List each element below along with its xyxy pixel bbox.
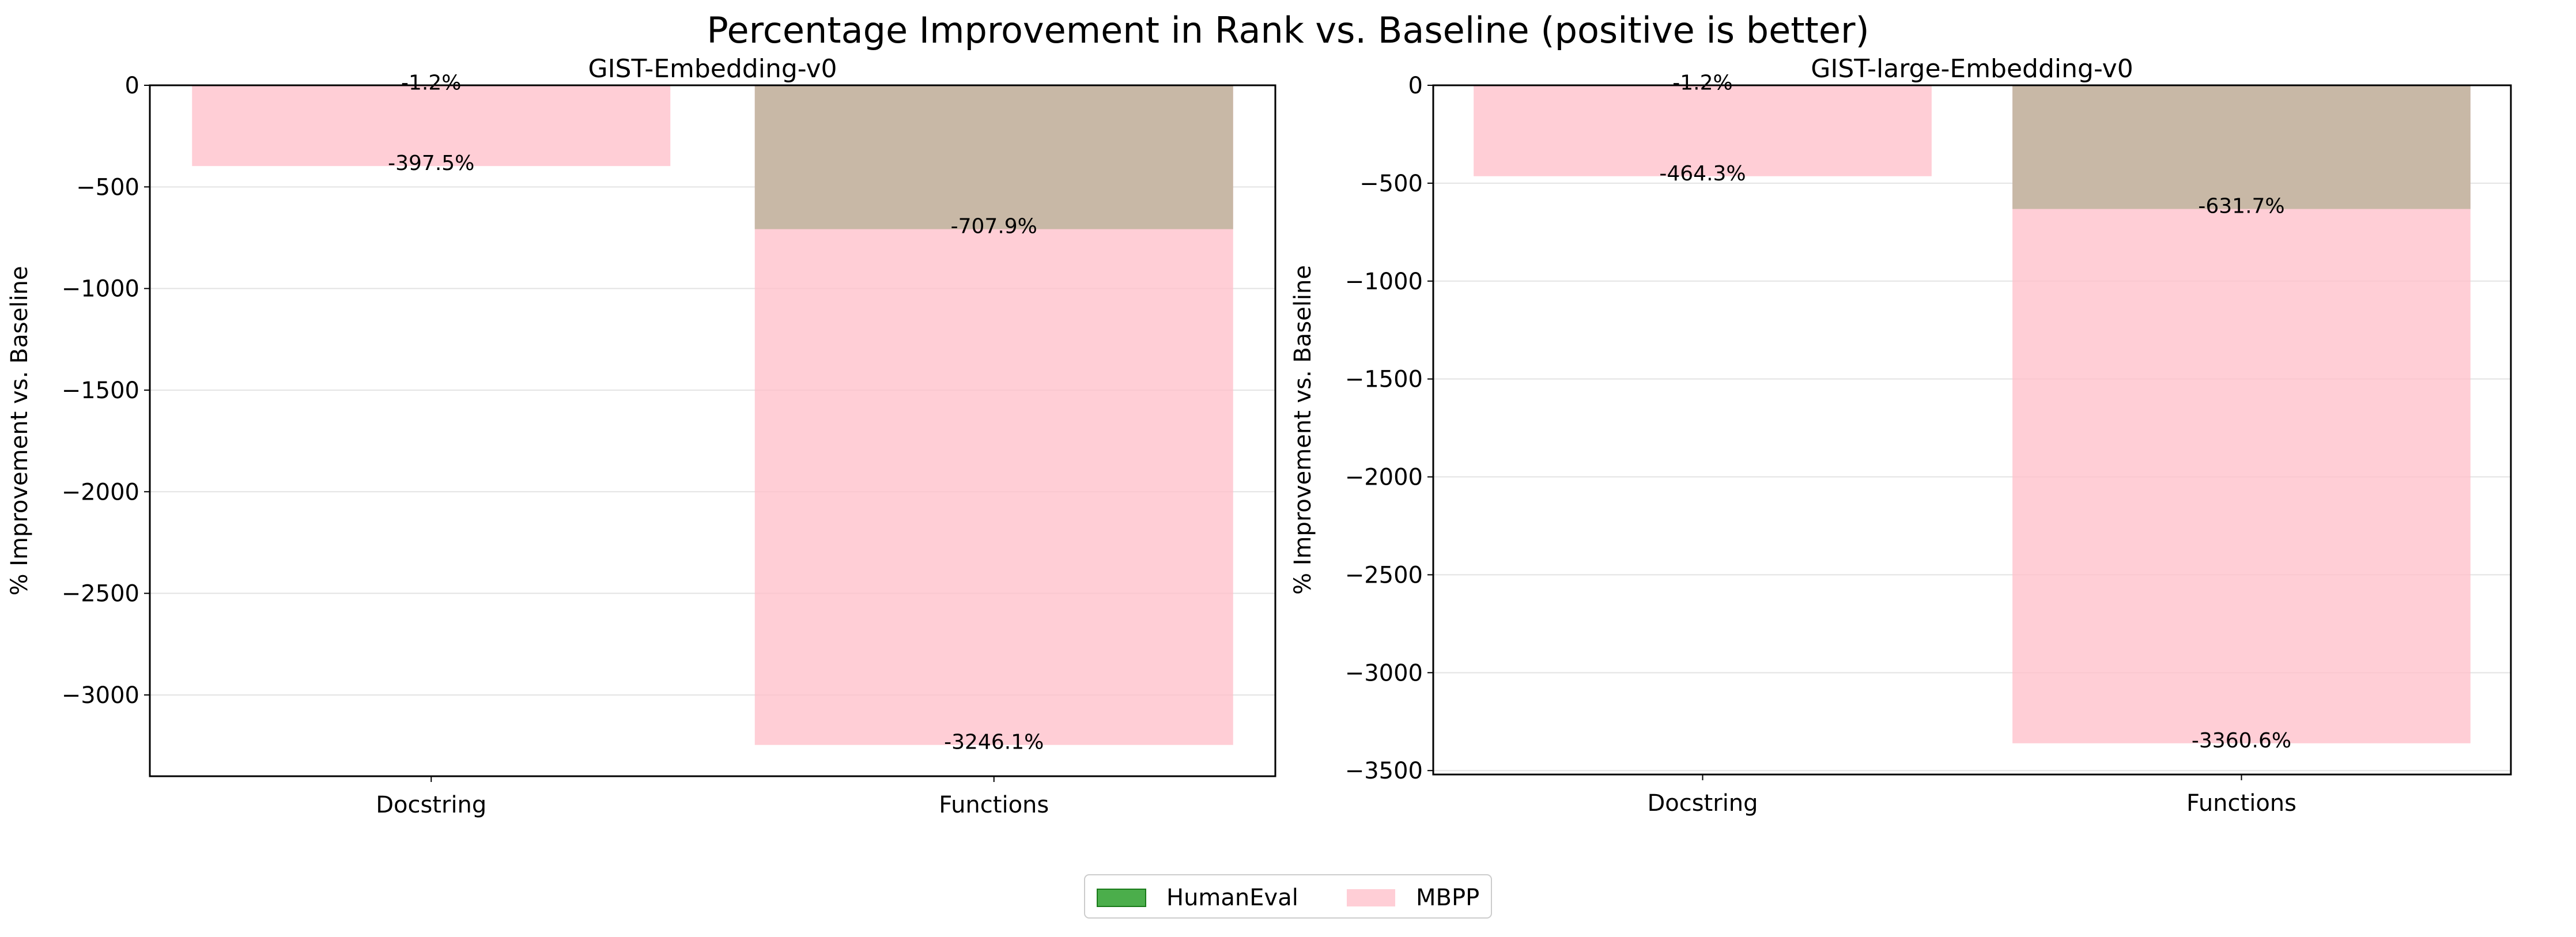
y-tick-label: −3500 — [1345, 758, 1423, 784]
x-tick-label: Docstring — [1647, 790, 1758, 817]
data-label-mbpp: -397.5% — [388, 152, 474, 175]
x-tick-label: Functions — [2186, 790, 2297, 817]
y-axis-label: % Improvement vs. Baseline — [6, 266, 33, 595]
y-axis-label: % Improvement vs. Baseline — [1290, 265, 1316, 595]
data-label-mbpp: -464.3% — [1659, 162, 1746, 186]
subplot-title: GIST-Embedding-v0 — [588, 54, 837, 84]
x-tick-label: Functions — [939, 792, 1049, 818]
data-label-humaneval: -1.2% — [1672, 71, 1732, 95]
legend-label: MBPP — [1416, 885, 1479, 911]
legend-swatch — [1097, 889, 1146, 907]
bar-mbpp-docstring — [192, 85, 671, 167]
bar-humaneval-functions — [754, 85, 1233, 229]
y-tick-label: −500 — [76, 174, 139, 201]
y-tick-label: −2000 — [1345, 464, 1423, 491]
subplot-title: GIST-large-Embedding-v0 — [1811, 54, 2133, 84]
y-tick-label: −1000 — [62, 276, 139, 303]
legend: HumanEval MBPP — [1084, 874, 1492, 919]
data-label-mbpp: -3246.1% — [944, 731, 1044, 754]
y-tick-label: −2500 — [1345, 562, 1423, 588]
chart-panel-2: -1.2% -464.3% Docstring -631.7% -3360.6% Func… — [1290, 54, 2512, 817]
data-label-humaneval: -707.9% — [951, 215, 1037, 239]
y-tick-label: −3000 — [1345, 660, 1423, 686]
y-tick-label: −500 — [1359, 171, 1423, 197]
y-tick-label: 0 — [125, 73, 139, 99]
y-tick-label: 0 — [1408, 73, 1423, 99]
data-label-humaneval: -631.7% — [2198, 195, 2284, 218]
y-tick-label: −2000 — [62, 479, 139, 505]
y-tick-label: −3000 — [62, 682, 139, 709]
x-tick-label: Docstring — [376, 792, 486, 818]
data-label-mbpp: -3360.6% — [2192, 729, 2291, 753]
legend-swatch — [1347, 889, 1395, 906]
bar-mbpp-docstring — [1474, 85, 1932, 176]
figure-title: Percentage Improvement in Rank vs. Basel… — [707, 9, 1869, 51]
bar-humaneval-functions — [2012, 85, 2471, 209]
chart-panel-1: -1.2% -397.5% Docstring -707.9% -3246.1% Func… — [6, 54, 1276, 818]
data-label-humaneval: -1.2% — [401, 71, 461, 95]
legend-label: HumanEval — [1166, 885, 1298, 911]
y-tick-label: −1500 — [62, 377, 139, 404]
axes-frame — [149, 84, 1276, 777]
axes-frame — [1432, 84, 2512, 776]
legend-box — [1084, 874, 1492, 919]
y-tick-label: −1500 — [1345, 367, 1423, 393]
y-tick-label: −2500 — [62, 581, 139, 607]
y-tick-label: −1000 — [1345, 269, 1423, 295]
